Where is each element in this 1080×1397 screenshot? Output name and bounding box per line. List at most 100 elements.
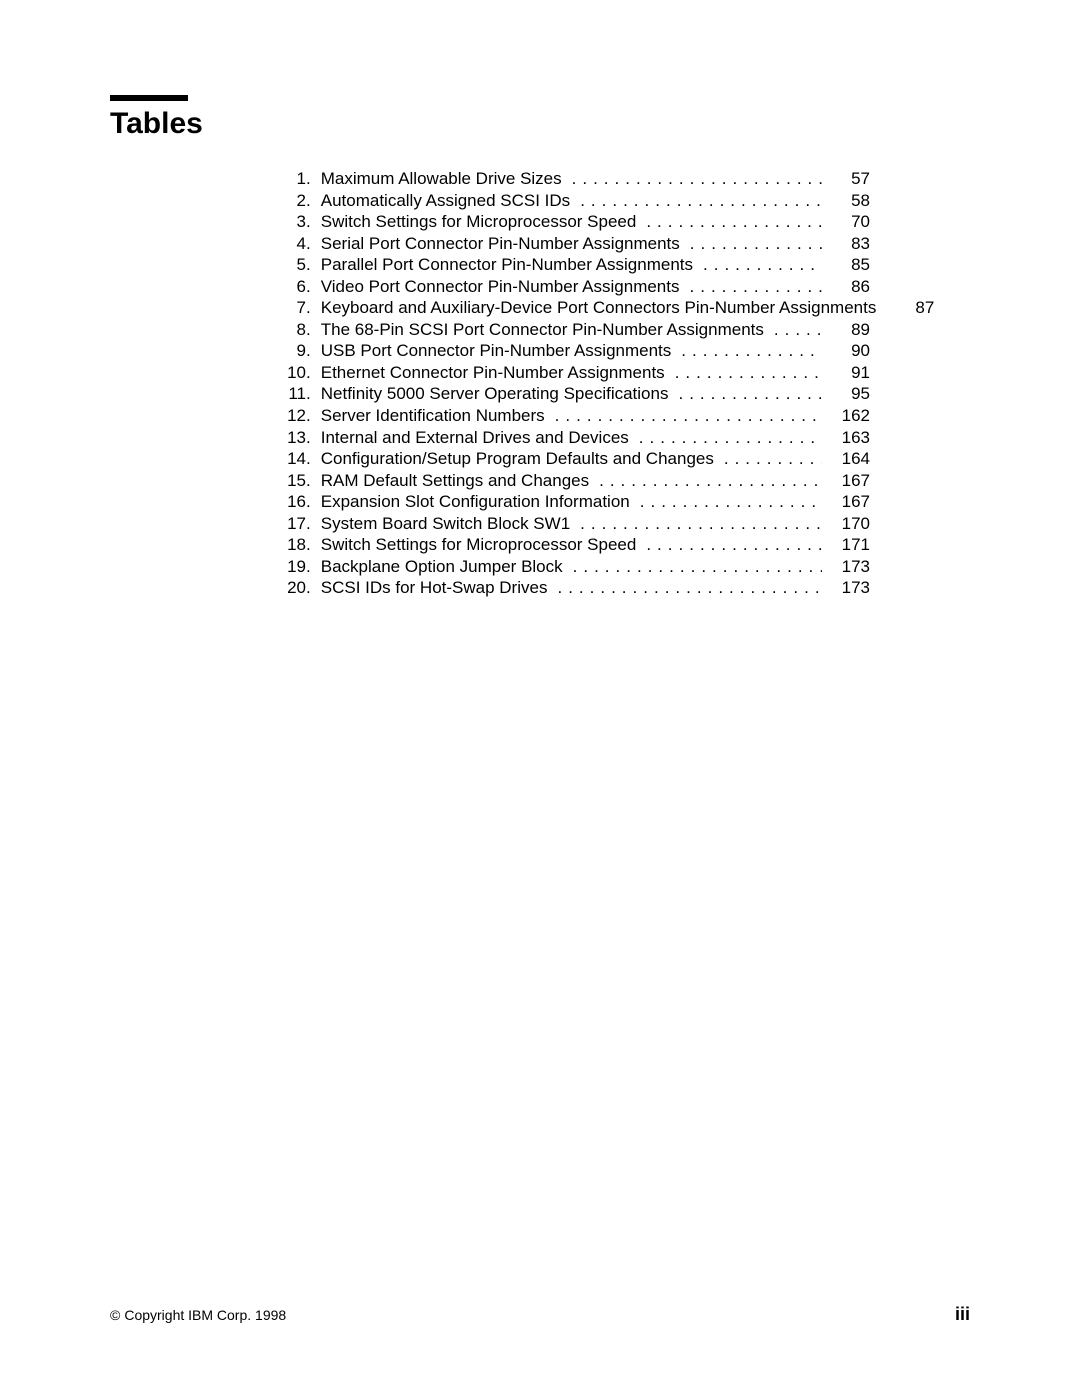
toc-leader-dots: ........................................…: [646, 212, 822, 232]
toc-entry-page: 87: [886, 298, 934, 318]
toc-entry-title: Backplane Option Jumper Block: [321, 557, 573, 577]
toc-leader-dots: ........................................…: [640, 492, 822, 512]
toc-leader-dots: ........................................…: [675, 363, 822, 383]
toc-entry-number: 14: [270, 449, 306, 469]
toc-leader-dots: ........................................…: [690, 277, 823, 297]
toc-entry: 20.SCSI IDs for Hot-Swap Drives.........…: [270, 578, 870, 598]
tables-list: 1.Maximum Allowable Drive Sizes.........…: [270, 169, 870, 598]
toc-entry-number-dot: .: [306, 514, 321, 534]
toc-entry-page: 58: [822, 191, 870, 211]
copyright: © Copyright IBM Corp. 1998: [110, 1307, 286, 1323]
toc-entry-number-dot: .: [306, 428, 321, 448]
toc-entry-number-dot: .: [306, 535, 321, 555]
toc-entry: 9.USB Port Connector Pin-Number Assignme…: [270, 341, 870, 361]
toc-entry: 18.Switch Settings for Microprocessor Sp…: [270, 535, 870, 555]
page-footer: © Copyright IBM Corp. 1998 iii: [110, 1304, 970, 1325]
toc-entry: 4.Serial Port Connector Pin-Number Assig…: [270, 234, 870, 254]
toc-entry: 17.System Board Switch Block SW1........…: [270, 514, 870, 534]
toc-entry: 2.Automatically Assigned SCSI IDs.......…: [270, 191, 870, 211]
toc-entry-title: Expansion Slot Configuration Information: [321, 492, 640, 512]
toc-entry: 11.Netfinity 5000 Server Operating Speci…: [270, 384, 870, 404]
toc-entry-title: System Board Switch Block SW1: [321, 514, 580, 534]
toc-entry-title: Ethernet Connector Pin-Number Assignment…: [321, 363, 675, 383]
toc-leader-dots: ........................................…: [774, 320, 822, 340]
toc-entry-title: Internal and External Drives and Devices: [321, 428, 639, 448]
toc-leader-dots: ........................................…: [580, 514, 822, 534]
toc-leader-dots: ........................................…: [678, 384, 822, 404]
page-title: Tables: [110, 107, 970, 141]
toc-entry-page: 167: [822, 471, 870, 491]
toc-entry-page: 95: [822, 384, 870, 404]
toc-leader-dots: ........................................…: [724, 449, 822, 469]
toc-entry-page: 83: [822, 234, 870, 254]
toc-entry-page: 167: [822, 492, 870, 512]
toc-entry-number: 13: [270, 428, 306, 448]
toc-entry-number-dot: .: [306, 320, 321, 340]
toc-entry-title: Automatically Assigned SCSI IDs: [321, 191, 580, 211]
toc-entry-page: 173: [822, 578, 870, 598]
toc-entry-number: 17: [270, 514, 306, 534]
toc-entry: 6.Video Port Connector Pin-Number Assign…: [270, 277, 870, 297]
toc-entry-number: 4: [270, 234, 306, 254]
toc-entry: 7.Keyboard and Auxiliary-Device Port Con…: [270, 298, 870, 318]
toc-leader-dots: ........................................…: [690, 234, 822, 254]
toc-entry-title: Netfinity 5000 Server Operating Specific…: [321, 384, 679, 404]
toc-entry-page: 70: [822, 212, 870, 232]
toc-entry-page: 170: [822, 514, 870, 534]
toc-entry: 14.Configuration/Setup Program Defaults …: [270, 449, 870, 469]
toc-entry-number: 1: [270, 169, 306, 189]
toc-entry-number-dot: .: [306, 471, 321, 491]
toc-entry-page: 85: [822, 255, 870, 275]
toc-entry-number-dot: .: [306, 191, 321, 211]
toc-entry: 1.Maximum Allowable Drive Sizes.........…: [270, 169, 870, 189]
toc-entry-number: 7: [270, 298, 306, 318]
toc-entry-title: Switch Settings for Microprocessor Speed: [321, 212, 647, 232]
toc-entry-number: 8: [270, 320, 306, 340]
toc-leader-dots: ........................................…: [557, 578, 822, 598]
toc-entry: 15.RAM Default Settings and Changes.....…: [270, 471, 870, 491]
toc-entry-number-dot: .: [306, 406, 321, 426]
copyright-symbol: ©: [110, 1307, 120, 1323]
toc-entry-page: 57: [822, 169, 870, 189]
toc-entry-number: 6: [270, 277, 306, 297]
toc-entry: 19.Backplane Option Jumper Block........…: [270, 557, 870, 577]
toc-entry-number-dot: .: [306, 449, 321, 469]
toc-entry-number: 15: [270, 471, 306, 491]
toc-entry-title: SCSI IDs for Hot-Swap Drives: [321, 578, 558, 598]
toc-entry-title: Keyboard and Auxiliary-Device Port Conne…: [321, 298, 887, 318]
toc-entry-number: 19: [270, 557, 306, 577]
toc-entry: 3.Switch Settings for Microprocessor Spe…: [270, 212, 870, 232]
toc-leader-dots: ........................................…: [572, 169, 822, 189]
toc-entry-number-dot: .: [306, 277, 321, 297]
toc-entry-number: 11: [270, 384, 306, 404]
toc-entry: 10.Ethernet Connector Pin-Number Assignm…: [270, 363, 870, 383]
toc-entry-title: Parallel Port Connector Pin-Number Assig…: [321, 255, 703, 275]
toc-entry-number: 5: [270, 255, 306, 275]
toc-entry-number-dot: .: [306, 212, 321, 232]
toc-leader-dots: ........................................…: [681, 341, 822, 361]
toc-leader-dots: ........................................…: [646, 535, 822, 555]
toc-entry: 8.The 68-Pin SCSI Port Connector Pin-Num…: [270, 320, 870, 340]
toc-entry-number: 10: [270, 363, 306, 383]
toc-entry: 16.Expansion Slot Configuration Informat…: [270, 492, 870, 512]
toc-entry: 12.Server Identification Numbers........…: [270, 406, 870, 426]
toc-leader-dots: ........................................…: [573, 557, 822, 577]
toc-entry-number-dot: .: [306, 298, 321, 318]
toc-entry-title: Configuration/Setup Program Defaults and…: [321, 449, 724, 469]
toc-entry-number: 2: [270, 191, 306, 211]
page-number: iii: [955, 1304, 970, 1325]
toc-entry-title: Serial Port Connector Pin-Number Assignm…: [321, 234, 690, 254]
toc-leader-dots: ........................................…: [555, 406, 822, 426]
toc-entry-number: 3: [270, 212, 306, 232]
toc-entry-title: RAM Default Settings and Changes: [321, 471, 599, 491]
toc-leader-dots: ........................................…: [639, 428, 822, 448]
toc-entry-page: 89: [822, 320, 870, 340]
copyright-text: Copyright IBM Corp. 1998: [124, 1307, 286, 1323]
toc-entry-number-dot: .: [306, 363, 321, 383]
toc-entry-number: 20: [270, 578, 306, 598]
toc-entry: 5.Parallel Port Connector Pin-Number Ass…: [270, 255, 870, 275]
toc-entry-number-dot: .: [306, 492, 321, 512]
toc-entry-number: 16: [270, 492, 306, 512]
toc-entry-number-dot: .: [306, 169, 321, 189]
toc-entry-number: 12: [270, 406, 306, 426]
